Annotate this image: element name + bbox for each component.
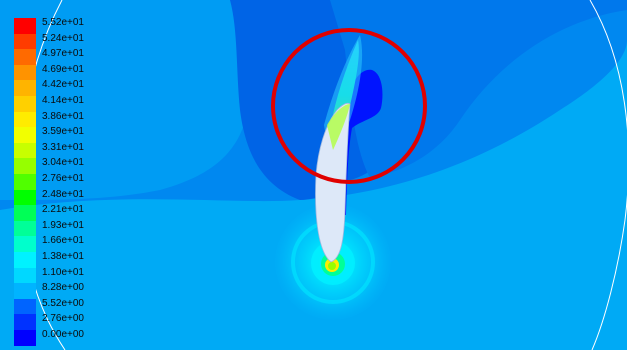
legend-label: 0.00e+00 — [42, 329, 84, 340]
legend-label: 1.66e+01 — [42, 235, 84, 247]
far-field-region-lower — [0, 40, 627, 350]
highlight-circle — [271, 28, 427, 184]
legend-label: 3.86e+01 — [42, 110, 84, 122]
legend-label: 3.59e+01 — [42, 126, 84, 138]
legend-label: 2.48e+01 — [42, 188, 84, 200]
legend-swatch — [14, 252, 36, 268]
legend-swatch — [14, 283, 36, 300]
legend-swatch — [14, 174, 36, 190]
legend-label: 1.93e+01 — [42, 219, 84, 231]
color-legend: 5.52e+01 5.24e+01 4.97e+01 4.69e+01 4.42e+01… — [14, 17, 124, 346]
legend-swatch — [14, 111, 36, 128]
legend-swatch — [14, 267, 36, 284]
legend-swatch — [14, 314, 36, 331]
legend-swatch — [14, 158, 36, 175]
legend-label: 4.69e+01 — [42, 63, 84, 75]
stagnation-core-green — [328, 262, 336, 270]
legend-label: 4.14e+01 — [42, 95, 84, 106]
legend-swatch — [14, 127, 36, 144]
legend-swatch — [14, 18, 36, 34]
wake-region — [330, 0, 627, 178]
legend-swatch — [14, 49, 36, 66]
legend-swatch — [14, 142, 36, 159]
legend-label: 1.38e+01 — [42, 251, 84, 262]
legend-label: 5.24e+01 — [42, 32, 84, 44]
legend-swatch — [14, 205, 36, 222]
legend-label: 3.31e+01 — [42, 141, 84, 153]
legend-swatch — [14, 236, 36, 253]
legend-label: 2.76e+00 — [42, 313, 84, 325]
legend-label: 2.76e+01 — [42, 173, 84, 184]
legend-label: 4.97e+01 — [42, 48, 84, 60]
legend-swatch — [14, 80, 36, 97]
legend-label: 1.10e+01 — [42, 266, 84, 278]
legend-swatch — [14, 330, 36, 346]
far-field-region-upper — [0, 0, 300, 200]
legend-label: 8.28e+00 — [42, 282, 84, 294]
airfoil — [315, 102, 351, 263]
legend-label: 4.42e+01 — [42, 79, 84, 91]
legend-swatch — [14, 96, 36, 112]
legend-label: 5.52e+00 — [42, 297, 84, 309]
legend-label: 3.04e+01 — [42, 157, 84, 169]
legend-swatch — [14, 189, 36, 206]
legend-swatch — [14, 298, 36, 315]
legend-swatch — [14, 64, 36, 81]
legend-swatch — [14, 33, 36, 50]
legend-label: 5.52e+01 — [42, 17, 84, 28]
airfoil-edge-highlight — [327, 104, 350, 150]
legend-swatch — [14, 220, 36, 237]
legend-label: 2.21e+01 — [42, 204, 84, 216]
